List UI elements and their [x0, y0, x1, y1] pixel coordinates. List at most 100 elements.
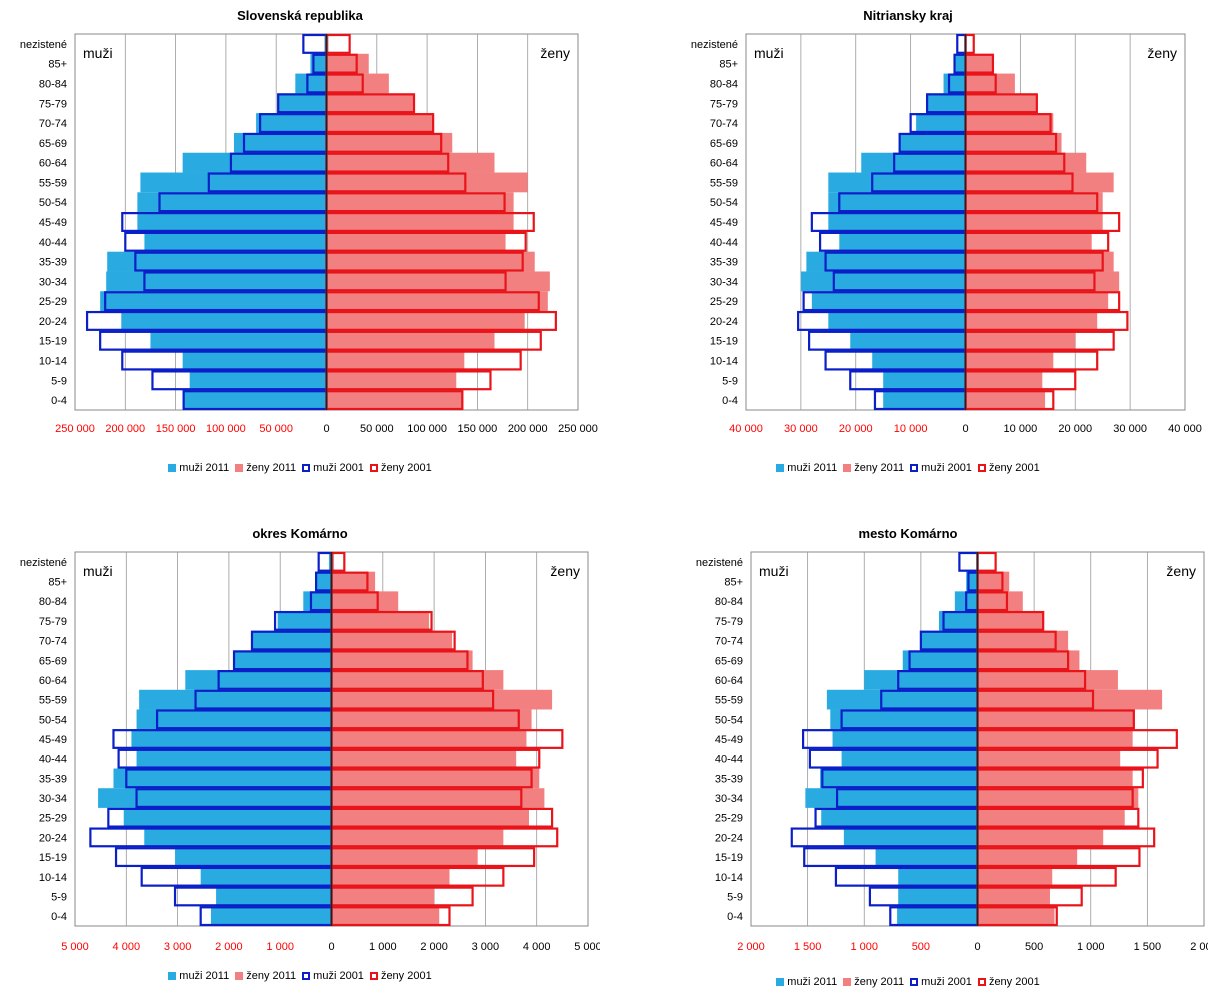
- bar-muzi-2001: [958, 551, 979, 572]
- bar-muzi-2011: [137, 212, 327, 232]
- legend-swatch: [302, 464, 311, 472]
- bar-muzi-2011: [136, 748, 332, 769]
- y-tick-label: 65-69: [39, 655, 67, 667]
- pyramid-chart-mesto: 0-4 5-9 10-14 15-19 20-24 25-29 30-34 35-39 40-4…: [696, 551, 1208, 953]
- y-tick-label: 55-59: [39, 695, 67, 707]
- bar-zeny-2011: [331, 552, 335, 572]
- legend-item: muži 2001: [302, 462, 364, 474]
- legend-item: muži 2011: [776, 976, 837, 988]
- bar-zeny-2011: [326, 271, 550, 292]
- y-tick-label: 10-14: [39, 356, 67, 368]
- bar-zeny-2011: [965, 73, 1015, 94]
- y-tick-label: 15-19: [39, 852, 67, 864]
- y-tick-label: 45-49: [39, 734, 67, 746]
- y-tick-label: 0-4: [51, 911, 67, 923]
- bar-zeny-2011: [331, 670, 504, 690]
- y-tick-label: 25-29: [715, 813, 743, 825]
- bar-muzi-2011: [131, 729, 332, 749]
- bar-zeny-2011: [326, 291, 548, 312]
- bar-zeny-2011: [977, 827, 1104, 848]
- bar-zeny-2011: [965, 330, 1076, 351]
- legend-label: ženy 2001: [380, 462, 432, 474]
- bar-muzi-2011: [144, 231, 327, 252]
- x-tick-label: 150 000: [156, 423, 196, 435]
- x-tick-label: 150 000: [458, 423, 498, 435]
- x-tick-label: 3 000: [472, 941, 500, 953]
- y-tick-label: 0-4: [51, 395, 67, 407]
- legend-swatch: [977, 978, 986, 986]
- bar-zeny-2011: [965, 370, 1043, 391]
- bar-zeny-2011: [965, 311, 1098, 331]
- bar-muzi-2011: [883, 390, 966, 410]
- y-tick-label: 75-79: [39, 616, 67, 628]
- bar-muzi-2011: [189, 370, 327, 391]
- y-tick-label: 65-69: [715, 655, 743, 667]
- bar-muzi-2011: [861, 152, 966, 173]
- legend-label: muži 2011: [179, 970, 230, 982]
- bar-muzi-2011: [902, 650, 978, 671]
- bar-zeny-2011: [965, 192, 1103, 213]
- chart-legend: muži 2011 ženy 2011 muži 2001 ženy 2001: [608, 462, 1208, 474]
- legend-swatch: [843, 464, 852, 472]
- bar-zeny-2011: [331, 788, 545, 808]
- y-tick-label: 5-9: [51, 891, 67, 903]
- y-tick-label: 20-24: [39, 316, 67, 328]
- bar-muzi-2011: [916, 113, 966, 133]
- y-tick-label: 30-34: [715, 793, 743, 805]
- legend-swatch: [168, 972, 177, 980]
- x-tick-label: 250 000: [558, 423, 598, 435]
- bar-muzi-2011: [216, 886, 332, 907]
- y-tick-label: 65-69: [39, 138, 67, 150]
- bar-muzi-2011: [899, 132, 966, 153]
- y-tick-label: 5-9: [722, 375, 738, 387]
- y-tick-label: nezistené: [20, 39, 67, 51]
- x-tick-label: 200 000: [508, 423, 548, 435]
- x-tick-label: 40 000: [729, 423, 763, 435]
- legend-label: ženy 2001: [988, 976, 1040, 988]
- x-tick-label: 30 000: [1113, 423, 1147, 435]
- legend-label: muži 2001: [313, 970, 364, 982]
- bar-muzi-2011: [828, 212, 966, 232]
- bar-zeny-2001: [325, 33, 351, 54]
- legend-label: muži 2011: [787, 976, 838, 988]
- y-tick-label: 5-9: [727, 891, 743, 903]
- y-tick-label: 45-49: [39, 217, 67, 229]
- bar-muzi-2011: [113, 768, 332, 789]
- bar-zeny-2011: [326, 53, 369, 74]
- legend-swatch: [910, 978, 919, 986]
- bar-muzi-2011: [966, 571, 978, 592]
- x-tick-label: 250 000: [55, 423, 95, 435]
- x-tick-label: 100 000: [407, 423, 447, 435]
- y-tick-label: 20-24: [715, 832, 743, 844]
- zeny-label: ženy: [540, 45, 570, 61]
- bar-zeny-2011: [977, 788, 1139, 808]
- legend-swatch: [369, 972, 378, 980]
- legend-item: ženy 2001: [977, 462, 1040, 474]
- bar-muzi-2001: [302, 33, 328, 54]
- y-tick-label: 75-79: [710, 98, 738, 110]
- legend-item: ženy 2011: [843, 976, 904, 988]
- y-tick-label: 50-54: [715, 714, 743, 726]
- bar-muzi-2011: [137, 192, 327, 213]
- bar-zeny-2011: [331, 650, 473, 671]
- legend-item: muži 2011: [168, 462, 229, 474]
- bar-muzi-2011: [185, 670, 332, 690]
- bar-muzi-2011: [828, 172, 966, 193]
- x-tick-label: 20 000: [1058, 423, 1092, 435]
- bar-zeny-2011: [326, 152, 495, 173]
- bar-zeny-2011: [965, 231, 1092, 252]
- y-tick-label: 35-39: [39, 773, 67, 785]
- bar-zeny-2011: [331, 807, 530, 828]
- y-tick-label: 75-79: [715, 616, 743, 628]
- x-tick-label: 50 000: [259, 423, 293, 435]
- y-tick-label: 80-84: [39, 596, 67, 608]
- y-tick-label: 60-64: [39, 675, 67, 687]
- x-tick-label: 0: [974, 941, 980, 953]
- chart-legend: muži 2011 ženy 2011 muži 2001 ženy 2001: [0, 462, 600, 474]
- pyramid-panel-nitra: Nitriansky kraj 0-4 5-9 10-14 15-19 20-24 25-…: [608, 0, 1208, 490]
- bar-zeny-2011: [326, 390, 464, 410]
- bar-zeny-2011: [326, 132, 453, 153]
- bar-zeny-2011: [331, 611, 429, 631]
- chart-title: Slovenská republika: [237, 8, 363, 23]
- pyramid-chart-okres: 0-4 5-9 10-14 15-19 20-24 25-29 30-34 35-39 40-4…: [20, 551, 600, 953]
